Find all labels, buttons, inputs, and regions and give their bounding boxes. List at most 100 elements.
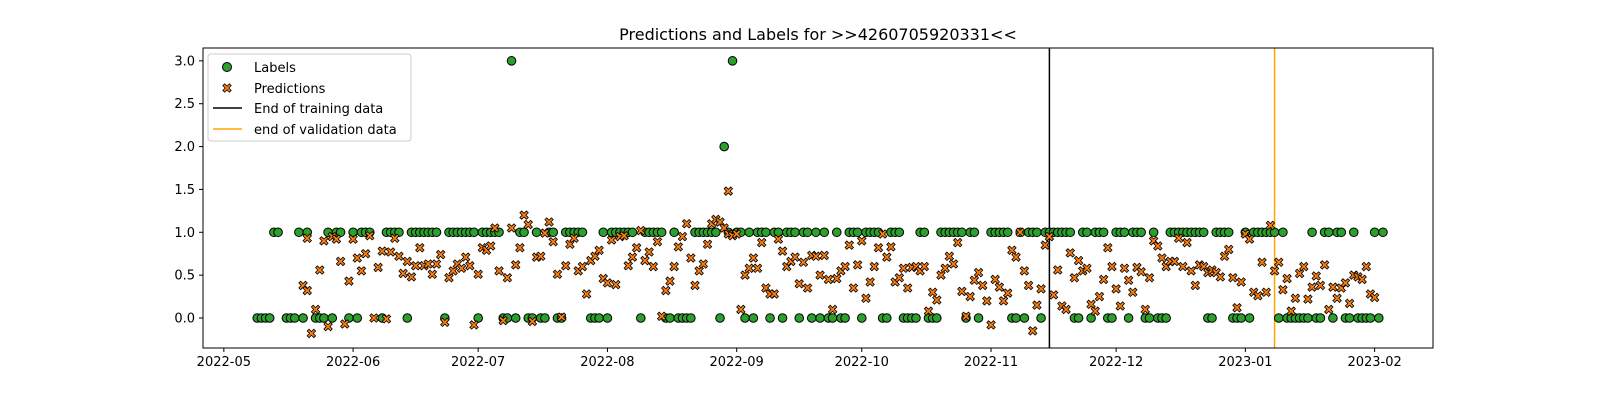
prediction-point	[1294, 268, 1305, 279]
prediction-point	[990, 274, 1000, 285]
prediction-point	[602, 278, 613, 288]
prediction-point	[381, 314, 392, 324]
prediction-point	[652, 236, 663, 247]
label-point	[319, 313, 329, 323]
prediction-point	[1361, 261, 1372, 272]
label-point	[665, 313, 675, 323]
label-point	[727, 56, 738, 66]
prediction-point	[1323, 304, 1334, 315]
label-point	[1378, 227, 1388, 238]
prediction-point	[365, 230, 375, 241]
y-tick-label: 1.0	[174, 226, 195, 241]
prediction-point	[1223, 244, 1234, 255]
prediction-point	[544, 217, 554, 227]
prediction-point	[577, 261, 588, 272]
prediction-point	[1103, 242, 1113, 253]
x-tick-label: 2022-08	[580, 355, 634, 370]
label-point	[827, 313, 838, 323]
prediction-point	[973, 267, 984, 278]
prediction-point	[1119, 263, 1130, 274]
prediction-point	[581, 289, 592, 299]
vlines-layer	[1048, 48, 1276, 348]
prediction-point	[840, 261, 850, 272]
label-point	[815, 313, 825, 323]
prediction-point	[686, 253, 696, 263]
prediction-point	[314, 265, 325, 275]
prediction-point	[310, 304, 321, 315]
label-point	[531, 227, 542, 238]
label-point	[1373, 313, 1384, 323]
prediction-point	[731, 229, 742, 239]
label-point	[1307, 227, 1317, 238]
prediction-point	[339, 319, 350, 329]
prediction-point	[569, 233, 579, 244]
prediction-point	[594, 245, 604, 256]
label-point	[335, 227, 346, 238]
x-tick-label: 2023-02	[1347, 355, 1401, 370]
prediction-point	[740, 270, 750, 280]
prediction-point	[1311, 271, 1322, 281]
prediction-point	[1182, 237, 1192, 248]
x-axis: 2022-05 2022-06 2022-07 2022-08 2022-09 2022-…	[197, 348, 1402, 370]
prediction-point	[1144, 272, 1155, 283]
prediction-point	[344, 276, 354, 286]
prediction-point	[1123, 275, 1134, 286]
prediction-point	[902, 283, 913, 293]
y-tick-label: 3.0	[174, 54, 195, 69]
prediction-point	[1136, 266, 1146, 277]
prediction-point	[944, 251, 955, 262]
label-point	[1198, 227, 1209, 238]
prediction-point	[323, 321, 333, 332]
x-tick-label: 2022-11	[964, 355, 1018, 370]
prediction-point	[415, 242, 425, 253]
prediction-point	[977, 280, 988, 291]
label-point	[777, 313, 788, 323]
prediction-point	[527, 316, 538, 327]
prediction-point	[373, 262, 383, 273]
prediction-point	[1048, 290, 1059, 300]
prediction-point	[465, 260, 475, 271]
label-point	[1278, 227, 1288, 238]
label-point	[744, 227, 755, 238]
prediction-point	[1186, 266, 1196, 276]
label-point	[1136, 227, 1146, 238]
label-point	[794, 313, 805, 323]
prediction-point	[498, 315, 508, 326]
prediction-point	[919, 261, 930, 272]
label-point	[881, 313, 892, 323]
label-point	[264, 313, 275, 323]
prediction-point	[923, 306, 934, 316]
prediction-point	[360, 248, 371, 259]
prediction-point	[661, 285, 671, 296]
prediction-point	[444, 272, 454, 283]
prediction-point	[485, 241, 496, 251]
prediction-point	[1257, 257, 1267, 268]
prediction-point	[369, 313, 379, 323]
plot-frame	[202, 47, 1434, 349]
prediction-point	[869, 261, 880, 272]
prediction-point	[1340, 278, 1351, 288]
prediction-point	[1265, 220, 1276, 231]
prediction-point	[319, 236, 329, 246]
prediction-point	[857, 236, 867, 246]
label-point	[919, 227, 930, 238]
label-point	[932, 313, 942, 323]
prediction-point	[1011, 252, 1021, 262]
prediction-point	[540, 228, 550, 238]
prediction-point	[1073, 255, 1084, 266]
label-point	[594, 313, 604, 323]
prediction-point	[1027, 326, 1038, 336]
prediction-point	[898, 263, 909, 274]
prediction-point	[1232, 302, 1242, 313]
label-point	[473, 313, 483, 323]
label-point	[790, 227, 800, 238]
prediction-point	[811, 251, 821, 262]
prediction-point	[852, 260, 863, 270]
x-tick-label: 2022-10	[835, 355, 889, 370]
prediction-point	[556, 312, 567, 322]
label-point	[1328, 313, 1338, 323]
prediction-point	[1015, 227, 1025, 238]
prediction-point	[823, 274, 834, 285]
chart-title: Predictions and Labels for >>42607059203…	[619, 25, 1017, 44]
